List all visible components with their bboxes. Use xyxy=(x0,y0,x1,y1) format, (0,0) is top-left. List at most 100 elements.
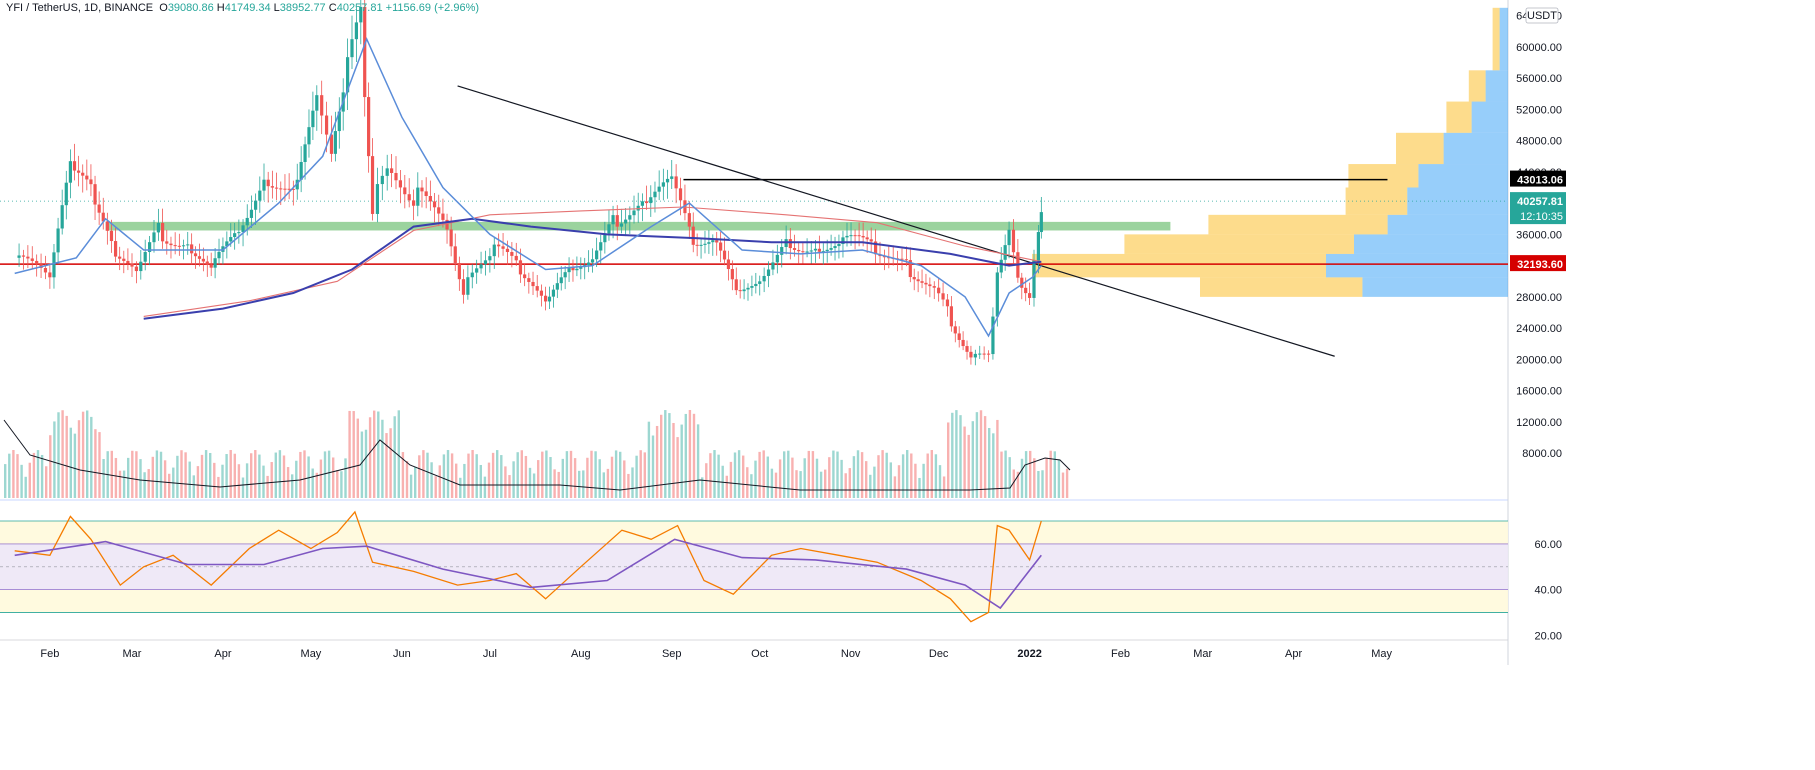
volume-bar xyxy=(270,462,273,498)
legend-high: 41749.34 xyxy=(224,2,271,14)
volume-bar xyxy=(336,470,339,498)
descending-trendline[interactable] xyxy=(457,85,1335,357)
volume-bar xyxy=(61,410,64,498)
volume-bar xyxy=(110,450,113,498)
candle-body xyxy=(841,237,845,245)
volume-bar xyxy=(1057,459,1061,498)
volume-bar xyxy=(180,450,183,498)
currency-badge[interactable] xyxy=(1525,7,1559,24)
volume-bar xyxy=(725,475,728,498)
volume-bar xyxy=(967,434,970,498)
rsi-ma-line[interactable] xyxy=(14,538,1042,610)
candle-body xyxy=(937,287,941,294)
x-tick-label: Sep xyxy=(662,648,682,660)
volume-profile-up-bar xyxy=(1354,234,1508,254)
candle-body xyxy=(649,197,653,204)
candle-body xyxy=(657,186,661,192)
candle-body xyxy=(30,258,34,261)
candle-body xyxy=(483,260,488,265)
volume-bar xyxy=(73,433,77,498)
candle-body xyxy=(523,274,527,279)
candle-body xyxy=(861,235,865,238)
candle-body xyxy=(953,326,957,334)
volume-bar xyxy=(397,410,400,498)
volume-bar xyxy=(856,450,860,498)
volume-bar xyxy=(135,451,138,498)
volume-profile-up-bar xyxy=(1362,277,1508,297)
rsi-line[interactable] xyxy=(14,510,1042,623)
candle-body xyxy=(97,204,101,213)
legend-close-label: C xyxy=(328,2,337,14)
volume-bar xyxy=(45,466,48,498)
candle-body xyxy=(969,351,973,358)
price-tick-label: 12000.00 xyxy=(1516,417,1562,429)
volume-bar xyxy=(881,450,884,498)
candle-body xyxy=(143,252,147,262)
candle-body xyxy=(270,186,274,188)
candle-body xyxy=(865,237,869,240)
volume-bar xyxy=(442,454,446,498)
ma20-line[interactable] xyxy=(14,37,1042,338)
candle-body xyxy=(209,264,213,268)
candle-body xyxy=(995,272,999,317)
volume-bar xyxy=(225,454,228,498)
candle-body xyxy=(173,245,177,247)
volume-bar xyxy=(848,468,851,498)
candle-body xyxy=(311,110,315,128)
volume-bar xyxy=(627,473,630,498)
rsi-tick-label: 60.00 xyxy=(1534,539,1562,551)
volume-bar xyxy=(799,471,802,498)
candle-body xyxy=(904,259,908,261)
volume-bar xyxy=(545,450,548,498)
volume-bar xyxy=(561,458,564,498)
candle-body xyxy=(254,200,258,210)
volume-bar xyxy=(20,464,23,498)
volume-bar xyxy=(487,462,491,498)
volume-bar xyxy=(778,459,782,498)
volume-bar xyxy=(742,455,745,498)
candle-body xyxy=(703,243,707,245)
volume-bar xyxy=(479,464,482,498)
volume-bar xyxy=(213,462,216,498)
candle-body xyxy=(241,225,245,233)
candle-body xyxy=(205,261,209,265)
candle-body xyxy=(920,281,924,283)
volume-bar xyxy=(1065,468,1069,498)
candle-body xyxy=(43,267,48,273)
candle-body xyxy=(324,115,329,135)
legend-low-label: L xyxy=(273,2,280,14)
volume-bar xyxy=(1053,451,1056,498)
candle-body xyxy=(488,256,492,261)
volume-bar xyxy=(1037,471,1040,498)
candle-body xyxy=(152,232,156,243)
candle-body xyxy=(329,134,334,154)
volume-bar xyxy=(660,414,663,498)
volume-bar xyxy=(438,465,441,498)
volume-bar xyxy=(237,464,241,498)
volume-bar xyxy=(430,462,433,498)
volume-bar xyxy=(614,450,618,498)
volume-bar xyxy=(918,477,921,498)
candle-body xyxy=(359,6,363,23)
support-zone[interactable] xyxy=(105,221,1171,231)
ma100-line[interactable] xyxy=(143,217,1042,320)
candle-body xyxy=(432,201,437,208)
volume-bar xyxy=(250,453,253,498)
volume-bar xyxy=(819,471,823,498)
candle-body xyxy=(991,316,995,355)
candle-body xyxy=(632,210,636,216)
candle-body xyxy=(105,221,109,231)
volume-bar xyxy=(155,450,159,498)
volume-bar xyxy=(586,457,589,498)
candle-body xyxy=(501,246,505,249)
candle-body xyxy=(805,251,809,253)
candle-body xyxy=(403,187,407,195)
volume-bar xyxy=(143,472,146,498)
volume-bar xyxy=(537,460,540,498)
volume-bar xyxy=(450,453,454,498)
candle-body xyxy=(813,248,818,251)
volume-bar xyxy=(278,450,282,498)
candle-body xyxy=(441,213,445,220)
candle-body xyxy=(527,278,531,282)
